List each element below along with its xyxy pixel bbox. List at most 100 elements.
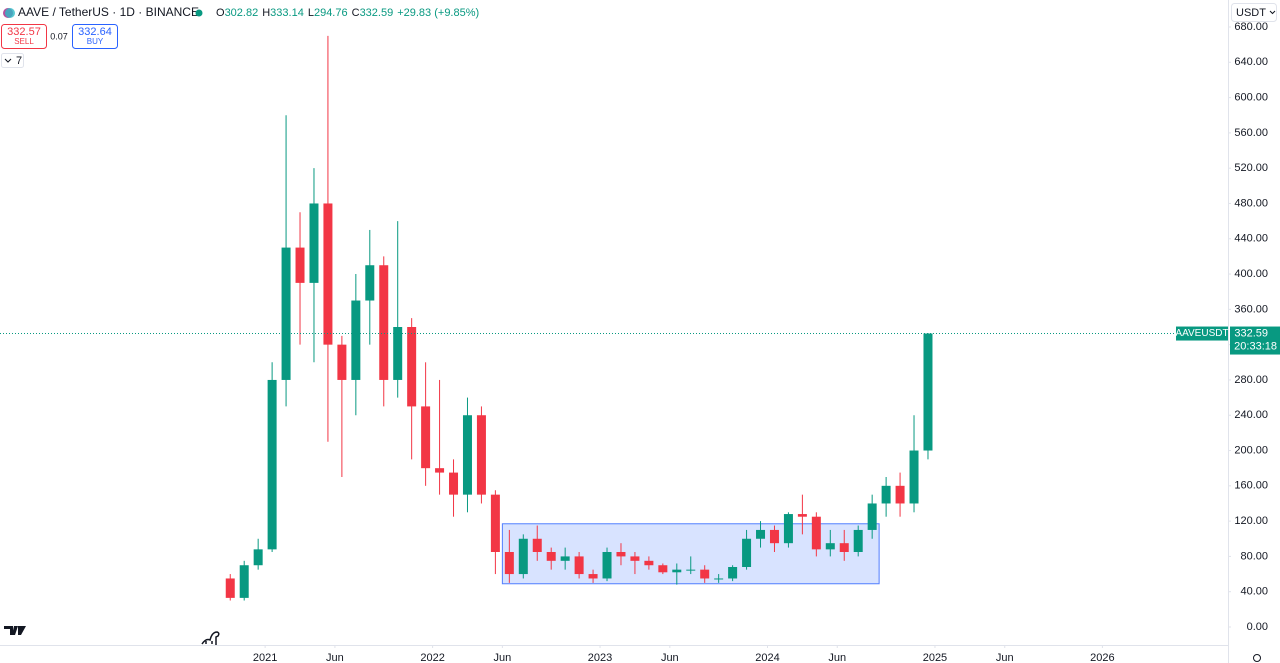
candle-body <box>462 415 472 495</box>
currency[interactable]: USDT <box>1236 7 1266 19</box>
sell-price[interactable]: 332.57 <box>7 26 41 38</box>
candle-body <box>421 406 431 469</box>
y-tick-label: 560.00 <box>1234 127 1268 139</box>
ohlc-value: 294.76 <box>314 7 348 19</box>
candle-body <box>225 578 235 598</box>
tv-logo[interactable] <box>4 626 26 635</box>
candle-body <box>881 485 891 504</box>
countdown: 20:33:18 <box>1234 340 1277 352</box>
candle-body <box>672 569 682 573</box>
sell-button[interactable] <box>1 24 47 49</box>
x-tick-label: Jun <box>661 652 679 663</box>
symbol-title: AAVE / TetherUS · 1D · BINANCE <box>18 5 199 19</box>
ohlc-label: H <box>262 7 270 19</box>
ohlc-legend: O302.82 H333.14 L294.76 C332.59 +29.83 (+9.8… <box>216 7 479 19</box>
x-tick-label: Jun <box>326 652 344 663</box>
candle-body <box>239 565 249 598</box>
candle-body <box>783 514 793 544</box>
replay-icon[interactable] <box>201 631 220 645</box>
chevron[interactable] <box>4 58 12 63</box>
candle-body <box>658 565 668 573</box>
x-tick-label: 2021 <box>253 652 277 663</box>
candle-body <box>853 529 863 552</box>
y-tick-label: 120.00 <box>1234 515 1268 527</box>
candle-body <box>323 203 333 345</box>
y-tick-label: 0.00 <box>1247 621 1268 633</box>
candle-body <box>504 552 514 575</box>
y-tick-label: 80.00 <box>1240 550 1268 562</box>
candle-body <box>742 538 752 567</box>
symbol-icon <box>5 8 15 18</box>
candle-body <box>700 569 710 579</box>
candle-body <box>811 516 821 550</box>
candle-body <box>476 415 486 495</box>
candle-body <box>518 538 528 575</box>
change: +29.83 (+9.85%) <box>397 7 479 19</box>
y-tick-label: 600.00 <box>1234 91 1268 103</box>
candle-body <box>295 247 305 283</box>
symbol-tag <box>1176 326 1228 341</box>
candle-body <box>630 556 640 561</box>
candle-body <box>797 514 807 517</box>
candle-body <box>267 379 277 550</box>
candle-body <box>728 567 738 579</box>
buy-price[interactable]: 332.64 <box>78 26 112 38</box>
candle-body <box>602 552 612 579</box>
ohlc-label: C <box>352 7 360 19</box>
ohlc-value: 333.14 <box>270 7 304 19</box>
candle-body <box>435 468 445 473</box>
y-tick-label: 440.00 <box>1234 233 1268 245</box>
ohlc-label: O <box>216 7 225 19</box>
spread: 0.07 <box>50 31 68 41</box>
y-tick-label: 280.00 <box>1234 374 1268 386</box>
x-tick-label: 2024 <box>755 652 779 663</box>
sell-label[interactable]: SELL <box>14 37 34 46</box>
candle-body <box>923 333 933 451</box>
candle-body <box>839 543 849 552</box>
candle-body <box>490 494 500 552</box>
market-status <box>195 9 203 17</box>
candle-body <box>756 529 766 539</box>
x-tick-label: Jun <box>828 652 846 663</box>
plot-area <box>0 35 1228 601</box>
x-tick-label: 2023 <box>588 652 612 663</box>
candle-body <box>365 265 375 301</box>
indicators-count[interactable]: 7 <box>16 55 22 67</box>
candle-body <box>686 569 696 571</box>
y-tick-label: 520.00 <box>1234 162 1268 174</box>
indicators-toggle[interactable] <box>1 53 24 68</box>
candle-body <box>825 543 835 550</box>
y-tick-label: 360.00 <box>1234 303 1268 315</box>
last-price: 332.59 <box>1234 327 1268 339</box>
price-tag <box>1230 326 1280 355</box>
candle-body <box>351 300 361 380</box>
x-tick-label: 2022 <box>420 652 444 663</box>
candle-body <box>281 247 291 380</box>
candle-body <box>644 560 654 566</box>
candle-body <box>393 327 403 380</box>
x-tick-label: 2026 <box>1090 652 1114 663</box>
ohlc-value: 302.82 <box>225 7 259 19</box>
candle-body <box>337 344 347 380</box>
y-tick-label: 40.00 <box>1240 586 1268 598</box>
chevron[interactable] <box>1269 10 1276 15</box>
y-tick-label: 680.00 <box>1234 21 1268 33</box>
candle-body <box>379 265 389 380</box>
candle-body <box>532 538 542 552</box>
y-tick-label: 480.00 <box>1234 197 1268 209</box>
candle-body <box>253 549 263 566</box>
candle-body <box>714 578 724 580</box>
candle-body <box>407 327 417 407</box>
buy-label[interactable]: BUY <box>87 37 104 46</box>
y-tick-label: 200.00 <box>1234 444 1268 456</box>
buy-button[interactable] <box>72 24 118 49</box>
currency-button[interactable] <box>1231 3 1277 22</box>
y-tick-label: 640.00 <box>1234 56 1268 68</box>
settings-icon[interactable] <box>1253 654 1261 662</box>
x-tick-label: Jun <box>493 652 511 663</box>
candle-body <box>909 450 919 504</box>
symbol-label: AAVEUSDT <box>1175 328 1228 339</box>
candle-body <box>309 203 319 283</box>
